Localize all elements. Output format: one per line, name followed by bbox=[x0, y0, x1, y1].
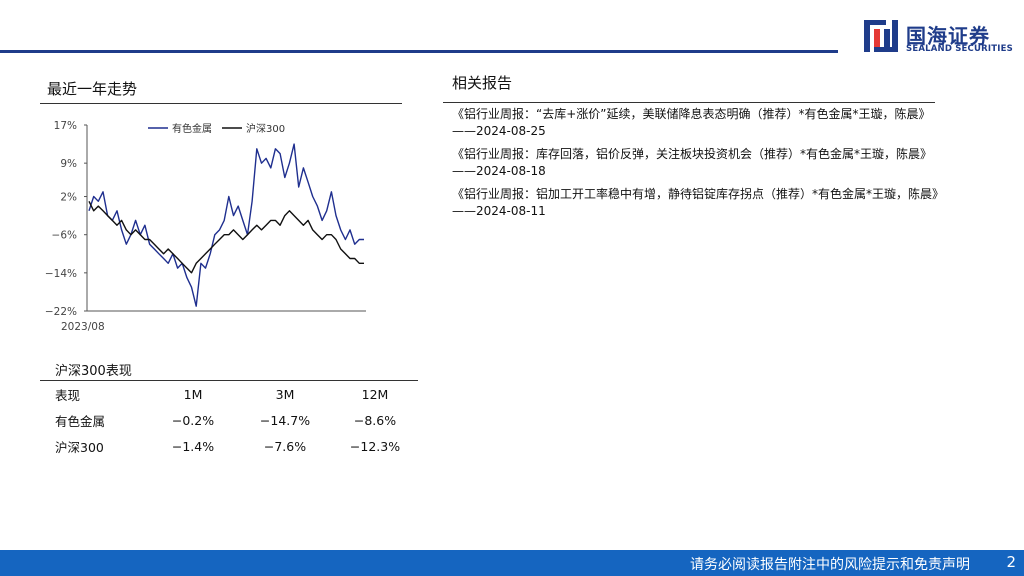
y-tick-label: −6% bbox=[52, 230, 77, 242]
perf-cell: −12.3% bbox=[349, 438, 401, 454]
y-tick-label: 17% bbox=[54, 120, 77, 132]
report-link[interactable]: 《铝行业周报：“去库+涨价”延续，美联储降息表态明确（推荐）*有色金属*王璇，陈… bbox=[452, 107, 931, 138]
perf-cell: 沪深300 bbox=[55, 439, 104, 455]
logo-text-cn: 国海证券 bbox=[906, 24, 990, 48]
trend-title-rule bbox=[40, 103, 402, 104]
perf-cell: −14.7% bbox=[259, 412, 311, 428]
legend-label-hs300: 沪深300 bbox=[246, 122, 285, 135]
perf-cell: −8.6% bbox=[353, 412, 397, 428]
logo-text-en: SEALAND SECURITIES bbox=[906, 44, 1013, 54]
perf-cell: −7.6% bbox=[263, 438, 307, 454]
legend-label-metals: 有色金属 bbox=[172, 122, 212, 135]
perf-table-wrap: 表现 1M 3M 12M 有色金属 −0.2% −14.7% −8.6% 沪深3… bbox=[55, 381, 421, 459]
series-line-metals bbox=[88, 143, 364, 307]
logo-mark-icon bbox=[864, 20, 898, 52]
y-tick-label: −14% bbox=[45, 268, 77, 280]
perf-cell: −0.2% bbox=[171, 412, 215, 428]
trend-title: 最近一年走势 bbox=[47, 80, 138, 98]
perf-cell: −1.4% bbox=[171, 438, 215, 454]
perf-header-cell: 表现 bbox=[55, 387, 81, 403]
y-tick-label: 9% bbox=[60, 158, 77, 170]
perf-table-rule bbox=[40, 380, 418, 381]
reports-title: 相关报告 bbox=[452, 74, 513, 92]
report-link[interactable]: 《铝行业周报：库存回落，铝价反弹，关注板块投资机会（推荐）*有色金属*王璇，陈晨… bbox=[452, 147, 933, 178]
y-tick-label: 2% bbox=[60, 192, 77, 204]
page-number: 2 bbox=[1006, 553, 1016, 571]
header-rule bbox=[0, 50, 838, 53]
perf-header-cell: 3M bbox=[275, 386, 295, 402]
reports-title-rule bbox=[443, 102, 935, 103]
y-tick-label: −22% bbox=[45, 306, 77, 318]
perf-cell: 有色金属 bbox=[55, 413, 106, 429]
reports-list: 《铝行业周报：“去库+涨价”延续，美联储降息表态明确（推荐）*有色金属*王璇，陈… bbox=[452, 106, 940, 226]
trend-chart: 17% 9% 2% −6% −14% −22% 2023/08 有色金属 沪深300 bbox=[40, 112, 380, 337]
report-link[interactable]: 《铝行业周报：铝加工开工率稳中有增，静待铝锭库存拐点（推荐）*有色金属*王璇，陈… bbox=[452, 187, 939, 218]
x-start-label: 2023/08 bbox=[61, 321, 105, 333]
footer-disclaimer: 请务必阅读报告附注中的风险提示和免责声明 bbox=[690, 557, 970, 573]
perf-header-cell: 1M bbox=[183, 386, 203, 402]
legend: 有色金属 沪深300 bbox=[148, 122, 285, 135]
table-row: 有色金属 −0.2% −14.7% −8.6% bbox=[55, 407, 421, 433]
perf-table-header-row: 表现 1M 3M 12M bbox=[55, 381, 421, 407]
perf-table: 表现 1M 3M 12M 有色金属 −0.2% −14.7% −8.6% 沪深3… bbox=[55, 381, 421, 459]
table-row: 沪深300 −1.4% −7.6% −12.3% bbox=[55, 433, 421, 459]
perf-header-cell: 12M bbox=[361, 386, 389, 402]
trend-chart-svg: 17% 9% 2% −6% −14% −22% 2023/08 有色金属 沪深300 bbox=[45, 120, 366, 333]
perf-table-title: 沪深300表现 bbox=[55, 364, 132, 379]
logo: 国海证券 SEALAND SECURITIES bbox=[862, 18, 1022, 58]
series-line-hs300 bbox=[88, 200, 364, 274]
footer-bar: 请务必阅读报告附注中的风险提示和免责声明 2 bbox=[0, 550, 1024, 576]
